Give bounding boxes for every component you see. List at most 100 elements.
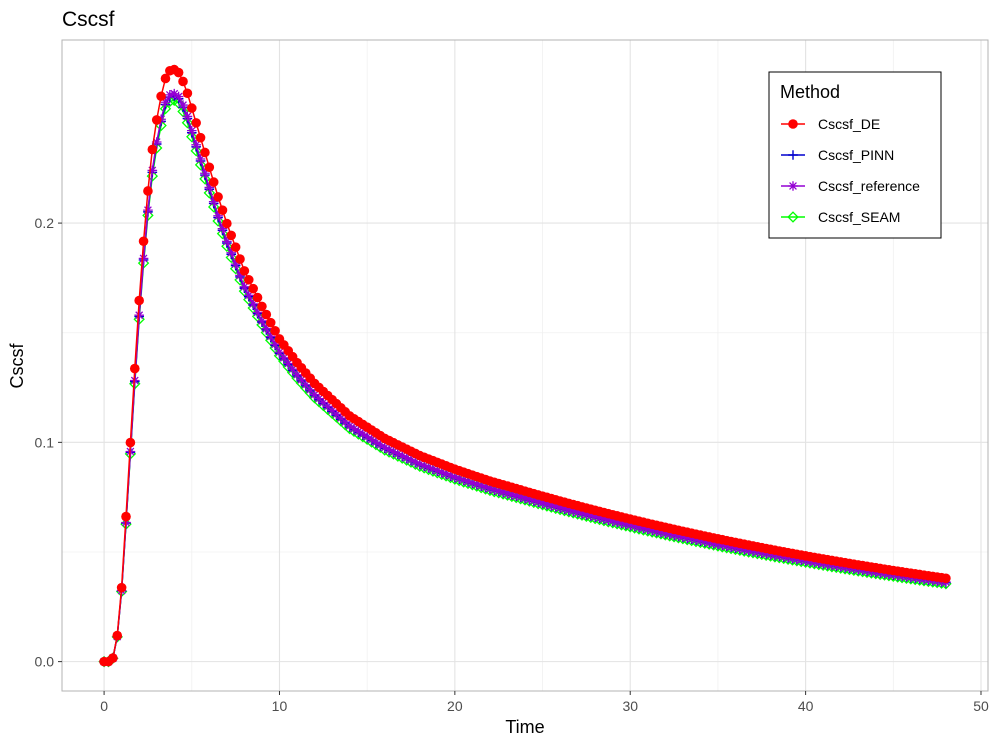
data-point — [691, 534, 701, 545]
data-point — [213, 192, 223, 202]
data-point — [467, 477, 478, 488]
data-point — [581, 509, 592, 520]
data-point — [612, 517, 622, 527]
data-point — [159, 102, 172, 115]
plot-border — [61, 39, 989, 692]
data-point — [748, 546, 758, 556]
data-point — [300, 379, 311, 390]
data-point — [713, 539, 723, 549]
data-point — [222, 236, 232, 247]
data-point — [699, 536, 710, 547]
data-point — [414, 459, 425, 469]
data-point — [195, 154, 206, 164]
data-point — [735, 543, 745, 554]
data-point — [265, 317, 276, 328]
data-point — [458, 475, 469, 485]
data-point — [143, 205, 153, 215]
data-point — [213, 211, 223, 221]
data-point — [656, 527, 666, 537]
data-point — [397, 450, 408, 461]
data-point — [235, 270, 245, 281]
data-point — [717, 540, 728, 550]
data-point — [191, 118, 201, 128]
data-point — [366, 434, 377, 445]
x-tick-label: 20 — [447, 698, 463, 714]
data-point — [156, 91, 166, 102]
data-point — [147, 165, 158, 176]
data-point — [217, 223, 228, 234]
y-tick-label: 0.1 — [35, 434, 55, 450]
data-point — [664, 529, 675, 539]
y-tick-label: 0.2 — [35, 215, 55, 231]
legend-item-Cscsf_DE: Cscsf_DE — [781, 116, 880, 132]
data-point — [357, 429, 368, 439]
data-point — [625, 520, 636, 530]
data-point — [248, 299, 258, 309]
data-point — [252, 292, 263, 303]
data-point — [546, 500, 557, 511]
data-point — [603, 514, 614, 525]
data-point — [243, 290, 254, 301]
data-point — [287, 364, 298, 374]
data-point — [743, 545, 754, 555]
data-point — [327, 405, 337, 416]
data-point — [178, 76, 188, 87]
data-point — [362, 431, 372, 442]
data-point — [116, 582, 127, 593]
data-point — [274, 347, 285, 357]
data-point — [642, 524, 653, 534]
data-point — [173, 91, 184, 102]
data-point — [261, 323, 272, 334]
data-point — [436, 467, 447, 477]
data-point — [730, 542, 741, 553]
data-point — [270, 326, 280, 336]
data-point — [406, 455, 416, 465]
data-point — [257, 316, 267, 326]
data-point — [147, 144, 158, 155]
data-point — [739, 544, 750, 555]
data-point — [682, 532, 693, 543]
data-point — [160, 73, 171, 84]
x-tick-label: 50 — [973, 698, 989, 714]
data-point — [678, 531, 688, 542]
data-point — [568, 506, 579, 516]
data-point — [669, 530, 679, 540]
data-point — [480, 482, 491, 492]
data-point — [564, 505, 574, 515]
data-point — [226, 247, 237, 258]
data-point — [173, 67, 184, 78]
data-point — [186, 131, 198, 143]
data-point — [190, 145, 202, 157]
data-point — [322, 401, 333, 412]
data-point — [410, 457, 421, 467]
legend-item-Cscsf_reference: Cscsf_reference — [781, 178, 920, 194]
chart-title: Cscsf — [62, 8, 115, 31]
data-point — [230, 242, 241, 253]
data-point — [208, 177, 219, 187]
data-point — [182, 111, 193, 122]
data-point — [607, 516, 618, 526]
data-point — [489, 484, 500, 495]
data-point — [695, 535, 706, 546]
data-point — [217, 205, 228, 216]
legend-label: Cscsf_SEAM — [818, 209, 900, 225]
data-point — [239, 282, 250, 292]
data-point — [226, 230, 237, 241]
data-point — [765, 549, 776, 559]
data-point — [191, 140, 201, 150]
data-point — [463, 476, 473, 487]
data-point — [121, 511, 131, 522]
data-point — [590, 511, 600, 522]
data-point — [756, 547, 767, 558]
data-point — [445, 470, 456, 481]
data-point — [428, 464, 438, 474]
y-axis-title: Cscsf — [7, 343, 27, 389]
data-point — [485, 483, 495, 494]
legend-key-marker — [788, 150, 798, 160]
y-axis: 0.0 0.1 0.2 — [35, 215, 62, 670]
data-point — [555, 502, 565, 513]
data-point — [265, 331, 276, 342]
data-point — [752, 546, 763, 557]
data-point — [450, 472, 460, 482]
data-point — [160, 97, 171, 108]
